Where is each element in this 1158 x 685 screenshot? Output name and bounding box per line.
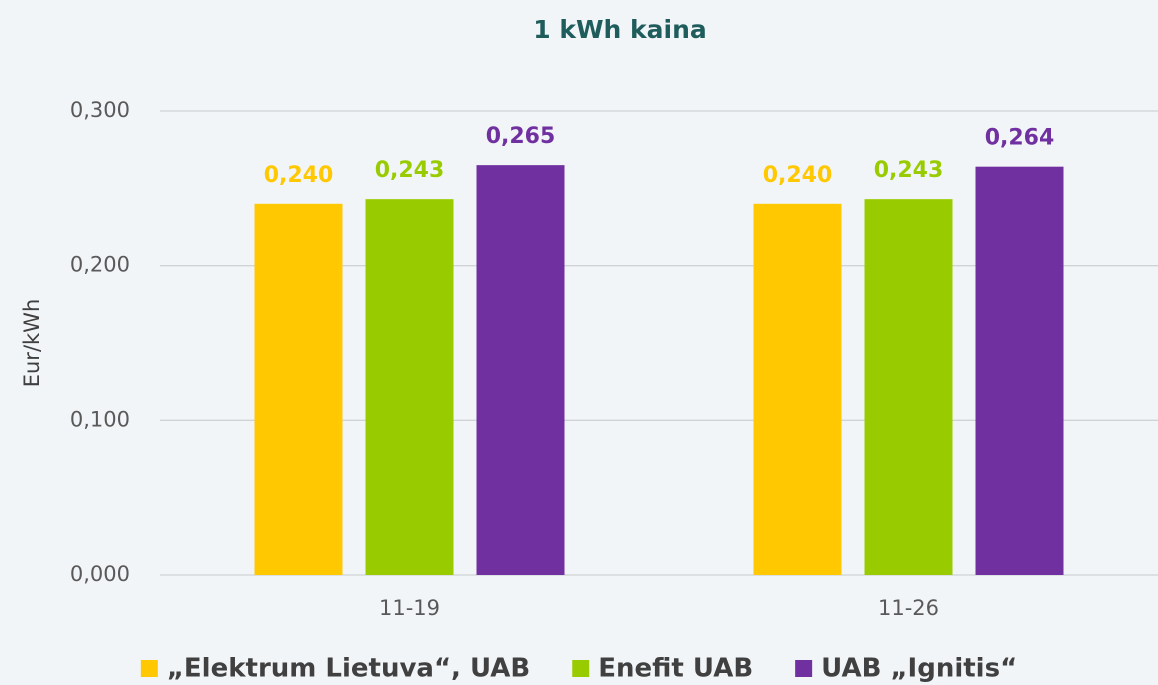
data-label: 0,243: [874, 158, 944, 183]
data-label: 0,240: [763, 163, 833, 188]
x-tick-label: 11-19: [379, 596, 440, 620]
bar: [476, 165, 565, 575]
y-axis-label: Eur/kWh: [20, 299, 44, 388]
legend-label: Enefit UAB: [598, 654, 753, 684]
bar: [254, 203, 343, 576]
y-tick-label: 0,100: [70, 407, 130, 431]
data-label: 0,265: [486, 124, 556, 149]
legend-swatch: [572, 660, 590, 677]
legend-swatch: [140, 660, 158, 677]
data-label: 0,243: [375, 158, 445, 183]
data-label: 0,240: [264, 163, 334, 188]
legend-label: „Elektrum Lietuva“, UAB: [167, 654, 530, 684]
y-tick-label: 0,300: [70, 98, 130, 122]
bar: [975, 166, 1064, 575]
chart-title: 1 kWh kaina: [533, 15, 707, 44]
x-tick-label: 11-26: [878, 596, 939, 620]
bar: [864, 199, 953, 575]
bar: [365, 199, 454, 575]
legend-label: UAB „Ignitis“: [821, 654, 1017, 684]
bar: [753, 203, 842, 576]
legend-swatch: [795, 660, 813, 677]
y-tick-label: 0,200: [70, 253, 130, 277]
y-tick-label: 0,000: [70, 562, 130, 586]
data-label: 0,264: [985, 126, 1055, 151]
